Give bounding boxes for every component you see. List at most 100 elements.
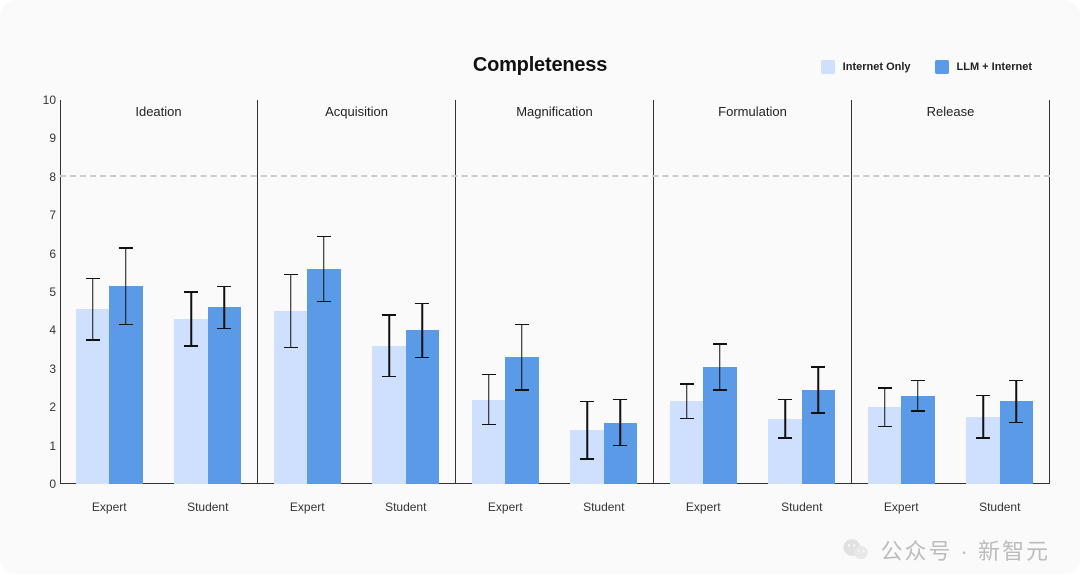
error-bar <box>92 279 94 340</box>
legend-label-1: LLM + Internet <box>957 61 1032 73</box>
error-bar <box>521 325 523 390</box>
legend-label-0: Internet Only <box>843 61 911 73</box>
error-bar <box>686 384 688 419</box>
group: Expert <box>258 100 357 484</box>
error-cap <box>911 380 925 382</box>
error-bar <box>917 380 919 411</box>
x-tick-label: Student <box>753 500 852 514</box>
watermark: 公众号 · 新智元 <box>840 534 1050 566</box>
error-bar <box>784 400 786 438</box>
x-tick-label: Expert <box>852 500 951 514</box>
group: Expert <box>456 100 555 484</box>
group: Student <box>753 100 852 484</box>
y-tick: 8 <box>30 170 56 184</box>
error-bar <box>818 367 820 413</box>
error-cap <box>976 437 990 439</box>
error-cap <box>415 303 429 305</box>
error-cap <box>680 383 694 385</box>
legend-item-1: LLM + Internet <box>935 60 1032 74</box>
x-tick-label: Student <box>555 500 654 514</box>
y-tick: 0 <box>30 477 56 491</box>
facet: FormulationExpertStudent <box>654 100 852 484</box>
error-bar <box>884 388 886 426</box>
error-bar <box>586 401 588 459</box>
wechat-icon <box>840 534 872 566</box>
error-cap <box>811 366 825 368</box>
error-bar <box>620 400 622 446</box>
y-tick: 2 <box>30 400 56 414</box>
error-cap <box>284 274 298 276</box>
error-cap <box>382 376 396 378</box>
error-cap <box>778 437 792 439</box>
group: Student <box>951 100 1050 484</box>
watermark-text: 公众号 · 新智元 <box>880 534 1050 566</box>
facet: AcquisitionExpertStudent <box>258 100 456 484</box>
error-cap <box>382 314 396 316</box>
y-tick: 1 <box>30 439 56 453</box>
groups: ExpertStudent <box>258 100 455 484</box>
error-cap <box>482 374 496 376</box>
legend-swatch-0 <box>821 60 835 74</box>
group: Student <box>159 100 258 484</box>
y-tick: 7 <box>30 208 56 222</box>
x-tick-label: Expert <box>60 500 159 514</box>
error-cap <box>811 412 825 414</box>
y-tick: 5 <box>30 285 56 299</box>
error-cap <box>515 389 529 391</box>
group: Student <box>357 100 456 484</box>
groups: ExpertStudent <box>456 100 653 484</box>
error-cap <box>119 247 133 249</box>
error-cap <box>613 445 627 447</box>
error-cap <box>580 401 594 403</box>
error-bar <box>323 236 325 301</box>
error-bar <box>224 286 226 328</box>
error-cap <box>713 343 727 345</box>
error-bar <box>125 248 127 325</box>
y-tick: 9 <box>30 131 56 145</box>
error-cap <box>86 339 100 341</box>
error-cap <box>284 347 298 349</box>
error-cap <box>580 458 594 460</box>
error-cap <box>217 286 231 288</box>
x-tick-label: Student <box>951 500 1050 514</box>
groups: ExpertStudent <box>852 100 1049 484</box>
error-cap <box>415 357 429 359</box>
error-bar <box>982 396 984 438</box>
group: Expert <box>60 100 159 484</box>
reference-line <box>60 175 1050 177</box>
groups: ExpertStudent <box>60 100 257 484</box>
error-bar <box>388 315 390 376</box>
error-bar <box>290 275 292 348</box>
y-tick: 3 <box>30 362 56 376</box>
y-tick: 4 <box>30 323 56 337</box>
legend-item-0: Internet Only <box>821 60 911 74</box>
group: Expert <box>852 100 951 484</box>
legend-swatch-1 <box>935 60 949 74</box>
error-bar <box>422 304 424 358</box>
error-cap <box>878 426 892 428</box>
facet: IdeationExpertStudent <box>60 100 258 484</box>
error-cap <box>482 424 496 426</box>
error-cap <box>515 324 529 326</box>
x-tick-label: Expert <box>258 500 357 514</box>
error-bar <box>190 292 192 346</box>
error-cap <box>86 278 100 280</box>
error-bar <box>719 344 721 390</box>
error-cap <box>217 328 231 330</box>
error-bar <box>488 375 490 425</box>
error-cap <box>778 399 792 401</box>
facet: ReleaseExpertStudent <box>852 100 1050 484</box>
group: Student <box>555 100 654 484</box>
error-cap <box>680 418 694 420</box>
groups: ExpertStudent <box>654 100 851 484</box>
x-tick-label: Student <box>357 500 456 514</box>
x-tick-label: Expert <box>456 500 555 514</box>
error-cap <box>184 291 198 293</box>
error-cap <box>317 236 331 238</box>
error-cap <box>119 324 133 326</box>
x-tick-label: Student <box>159 500 258 514</box>
error-cap <box>911 410 925 412</box>
chart-canvas: Completeness Internet Only LLM + Interne… <box>0 0 1080 574</box>
group: Expert <box>654 100 753 484</box>
legend: Internet Only LLM + Internet <box>821 60 1032 74</box>
